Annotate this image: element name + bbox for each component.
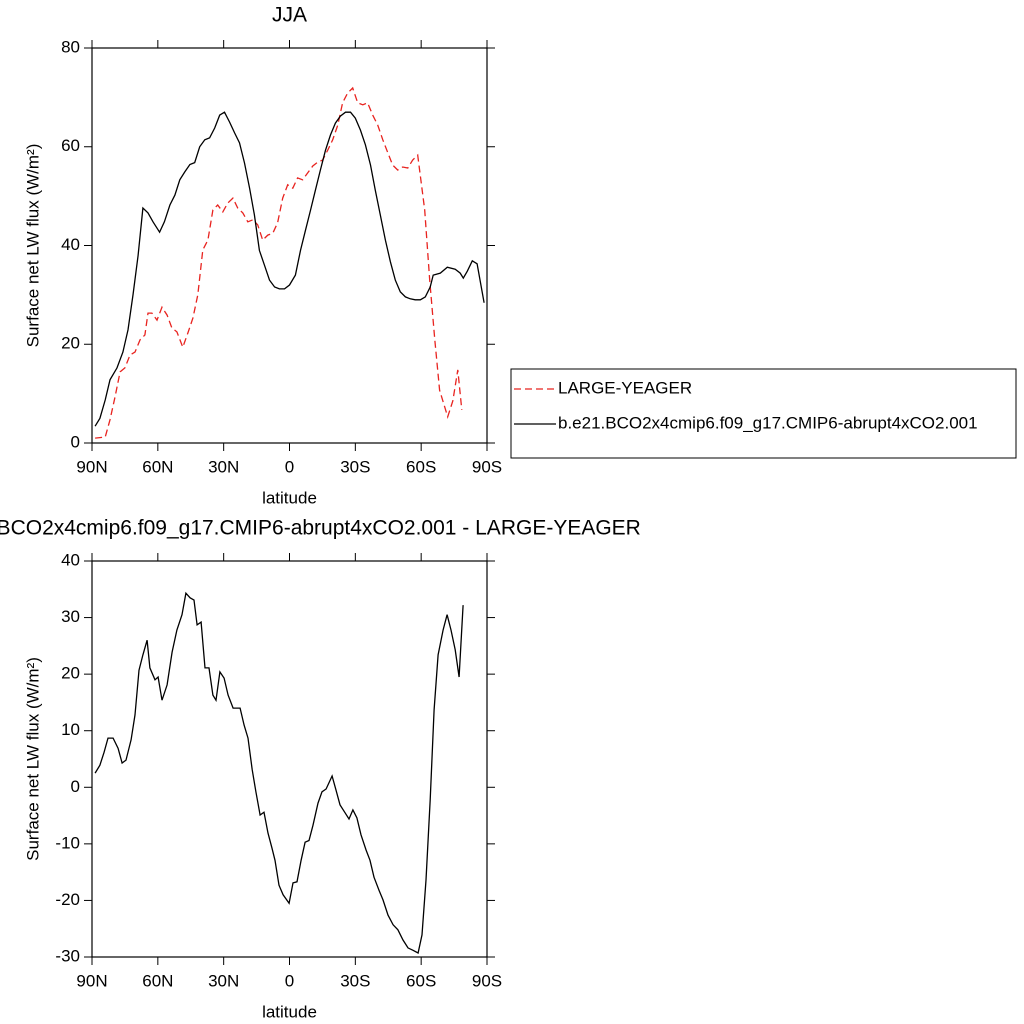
y-tick-label: 0 (71, 432, 80, 451)
y-tick-label: 40 (61, 235, 80, 254)
plot-frame (91, 560, 488, 958)
chart-title: JJA (272, 4, 307, 27)
x-tick-label: 60S (406, 457, 436, 476)
x-tick-label: 30N (208, 971, 239, 990)
x-tick-label: 90N (76, 971, 107, 990)
y-tick-label: 0 (71, 777, 80, 796)
y-axis-label: Surface net LW flux (W/m²) (23, 657, 42, 861)
y-tick-label: 20 (61, 334, 80, 353)
y-tick-label: -30 (55, 946, 80, 965)
legend-label: b.e21.BCO2x4cmip6.f09_g17.CMIP6-abrupt4x… (558, 413, 978, 432)
y-tick-label: 30 (61, 607, 80, 626)
x-tick-label: 90S (472, 971, 502, 990)
legend-label: LARGE-YEAGER (558, 378, 692, 397)
x-tick-label: 90S (472, 457, 502, 476)
x-tick-label: 60N (142, 457, 173, 476)
data-line (94, 111, 485, 427)
x-tick-label: 30S (340, 971, 370, 990)
x-axis-label: latitude (262, 488, 317, 507)
y-tick-label: 40 (61, 550, 80, 569)
legend-box (510, 368, 1017, 459)
data-line (95, 86, 463, 439)
y-tick-label: 80 (61, 37, 80, 56)
y-tick-label: 60 (61, 136, 80, 155)
x-tick-label: 0 (285, 971, 294, 990)
x-tick-label: 90N (76, 457, 107, 476)
x-tick-label: 30N (208, 457, 239, 476)
x-tick-label: 30S (340, 457, 370, 476)
y-tick-label: 10 (61, 720, 80, 739)
x-tick-label: 60S (406, 971, 436, 990)
y-tick-label: 20 (61, 664, 80, 683)
x-tick-label: 60N (142, 971, 173, 990)
chart-title: b.e21.BCO2x4cmip6.f09_g17.CMIP6-abrupt4x… (0, 517, 641, 540)
data-line (94, 591, 464, 954)
x-axis-label: latitude (262, 1002, 317, 1021)
x-tick-label: 0 (285, 457, 294, 476)
y-axis-label: Surface net LW flux (W/m²) (23, 144, 42, 348)
y-tick-label: -20 (55, 890, 80, 909)
y-tick-label: -10 (55, 833, 80, 852)
